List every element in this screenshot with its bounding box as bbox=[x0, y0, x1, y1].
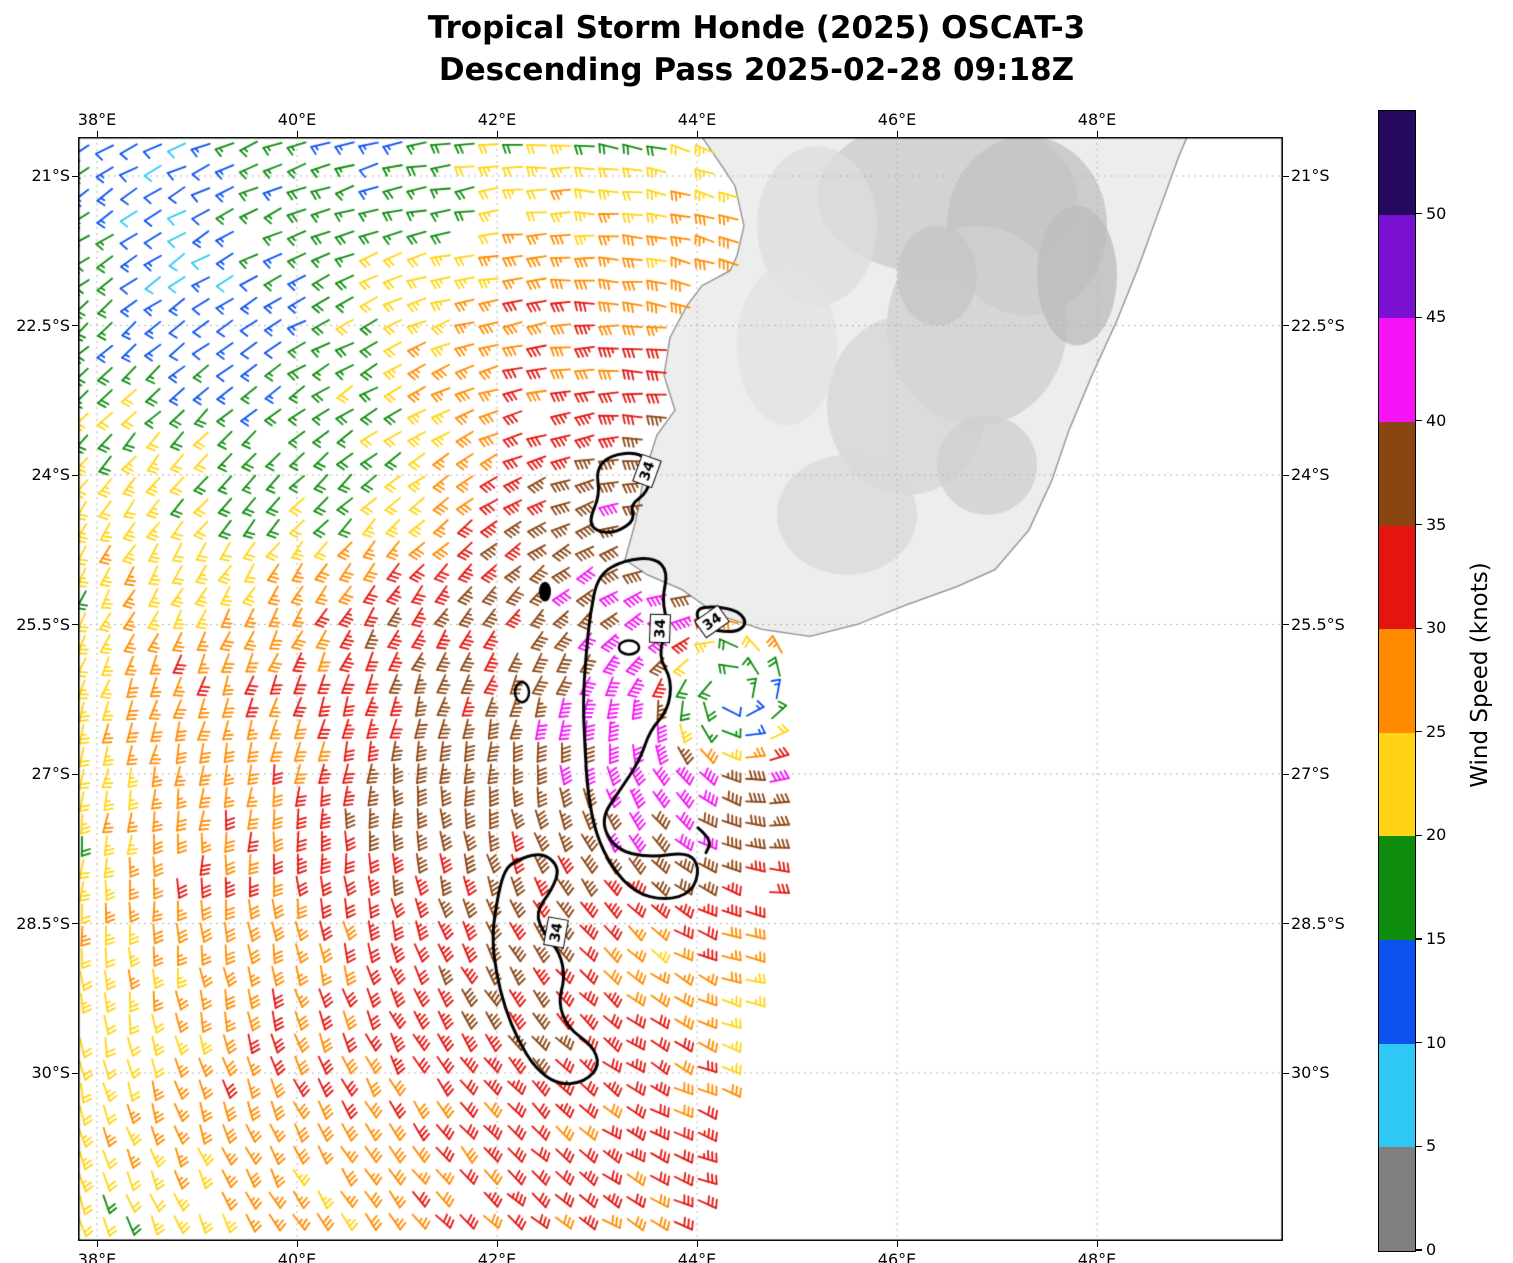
axis-tick-mark bbox=[896, 1241, 898, 1247]
x-tick-label-bottom: 46°E bbox=[877, 1250, 917, 1263]
axis-tick-mark bbox=[1283, 325, 1289, 326]
y-tick-label-right: 27°S bbox=[1291, 764, 1330, 783]
colorbar-tick-label: 20 bbox=[1426, 825, 1447, 845]
axis-tick-mark bbox=[696, 1241, 698, 1247]
x-tick-label-top: 42°E bbox=[477, 110, 517, 129]
colorbar-tick-mark bbox=[1415, 523, 1422, 526]
colorbar-tick-label: 15 bbox=[1426, 929, 1447, 949]
colorbar-segment-40-45 bbox=[1379, 318, 1415, 422]
axis-tick-mark bbox=[1283, 175, 1289, 177]
chart-title-line2: Descending Pass 2025-02-28 09:18Z bbox=[438, 51, 1075, 88]
axis-tick-mark bbox=[496, 1241, 498, 1247]
colorbar-tick-mark bbox=[1415, 1145, 1422, 1147]
axis-tick-mark bbox=[1283, 624, 1289, 625]
colorbar-bar bbox=[1378, 110, 1416, 1252]
colorbar-segment-5-10 bbox=[1379, 1043, 1415, 1148]
y-tick-label-right: 24°S bbox=[1291, 465, 1330, 484]
colorbar-tick-label: 0 bbox=[1426, 1240, 1437, 1259]
x-tick-label-bottom: 40°E bbox=[277, 1250, 317, 1263]
colorbar-segment-10-15 bbox=[1379, 940, 1415, 1044]
colorbar-segment-45-50 bbox=[1379, 214, 1415, 319]
axis-tick-mark bbox=[1096, 1241, 1098, 1247]
y-tick-label-left: 27°S bbox=[31, 764, 70, 783]
y-tick-label-right: 30°S bbox=[1291, 1063, 1330, 1082]
y-tick-label-left: 25.5°S bbox=[16, 614, 70, 634]
map-plot bbox=[78, 137, 1283, 1241]
colorbar-tick-label: 40 bbox=[1426, 410, 1447, 430]
x-tick-label-top: 40°E bbox=[277, 110, 317, 129]
colorbar-tick-mark bbox=[1415, 316, 1422, 318]
y-tick-label-left: 28.5°S bbox=[16, 913, 70, 933]
y-tick-label-left: 22.5°S bbox=[16, 315, 70, 335]
y-tick-label-right: 25.5°S bbox=[1291, 614, 1345, 634]
y-tick-label-left: 30°S bbox=[31, 1063, 70, 1082]
colorbar-segment-20-25 bbox=[1379, 732, 1415, 837]
colorbar-tick-mark bbox=[1415, 834, 1422, 837]
x-tick-label-bottom: 44°E bbox=[677, 1250, 717, 1263]
x-tick-label-top: 48°E bbox=[1077, 110, 1117, 129]
colorbar-tick-mark bbox=[1415, 938, 1422, 940]
axis-tick-mark bbox=[1283, 773, 1289, 775]
colorbar-tick-label: 10 bbox=[1426, 1032, 1447, 1052]
colorbar-tick-mark bbox=[1415, 1249, 1422, 1251]
colorbar-tick-label: 45 bbox=[1426, 307, 1447, 327]
x-tick-label-top: 44°E bbox=[677, 110, 717, 129]
colorbar-tick-mark bbox=[1415, 731, 1422, 733]
colorbar-segment-0-5 bbox=[1379, 1147, 1415, 1252]
colorbar-segment-30-35 bbox=[1379, 525, 1415, 630]
colorbar-tick-label: 25 bbox=[1426, 721, 1447, 741]
y-tick-label-right: 21°S bbox=[1291, 166, 1330, 185]
x-tick-label-top: 38°E bbox=[77, 110, 117, 129]
colorbar-segment-50+ bbox=[1379, 111, 1415, 215]
x-tick-label-top: 46°E bbox=[877, 110, 917, 129]
y-tick-label-right: 28.5°S bbox=[1291, 913, 1345, 933]
chart-title: Tropical Storm Honde (2025) OSCAT-3 Desc… bbox=[0, 8, 1513, 91]
x-tick-label-bottom: 42°E bbox=[477, 1250, 517, 1263]
colorbar-segment-35-40 bbox=[1379, 421, 1415, 526]
y-tick-label-right: 22.5°S bbox=[1291, 315, 1345, 335]
colorbar-tick-label: 50 bbox=[1426, 203, 1447, 223]
axis-tick-mark bbox=[296, 1241, 298, 1247]
x-tick-label-bottom: 48°E bbox=[1077, 1250, 1117, 1263]
axis-tick-mark bbox=[96, 1241, 98, 1247]
colorbar-segment-25-30 bbox=[1379, 629, 1415, 733]
axis-tick-mark bbox=[1283, 1072, 1289, 1074]
colorbar-tick-mark bbox=[1415, 1042, 1422, 1044]
colorbar-tick-label: 5 bbox=[1426, 1136, 1437, 1156]
y-tick-label-left: 24°S bbox=[31, 465, 70, 484]
colorbar-segment-15-20 bbox=[1379, 836, 1415, 941]
colorbar-tick-label: 35 bbox=[1426, 514, 1447, 534]
colorbar-tick-label: 30 bbox=[1426, 618, 1447, 638]
axis-tick-mark bbox=[1283, 923, 1289, 924]
colorbar-label: Wind Speed (knots) bbox=[1467, 562, 1493, 788]
colorbar-tick-mark bbox=[1415, 213, 1422, 215]
colorbar-tick-mark bbox=[1415, 627, 1422, 629]
axis-tick-mark bbox=[1283, 474, 1289, 476]
wind-map-canvas bbox=[78, 137, 1283, 1241]
colorbar-tick-mark bbox=[1415, 420, 1422, 422]
chart-title-line1: Tropical Storm Honde (2025) OSCAT-3 bbox=[427, 10, 1086, 46]
x-tick-label-bottom: 38°E bbox=[77, 1250, 117, 1263]
y-tick-label-left: 21°S bbox=[31, 166, 70, 185]
